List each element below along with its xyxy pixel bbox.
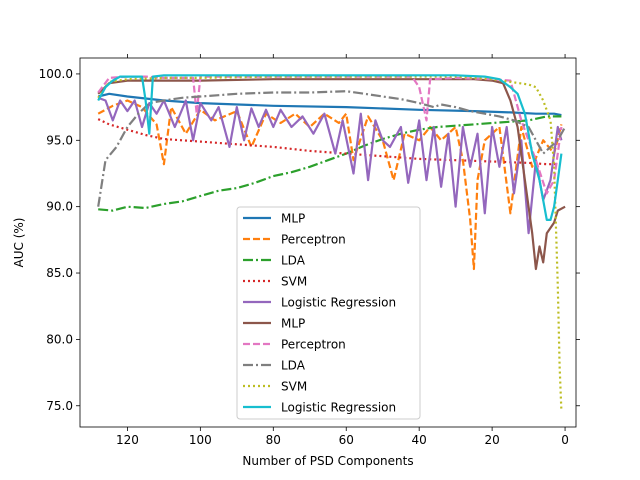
x-tick-label: 60 <box>339 433 354 447</box>
legend-label: LDA <box>281 359 306 373</box>
legend: MLP Perceptron LDA SVM Logistic Regression ML… <box>236 206 421 420</box>
plot-area <box>97 74 567 412</box>
y-axis-label: AUC (%) <box>12 218 26 268</box>
legend-label: SVM <box>281 275 307 289</box>
legend-frame <box>236 206 421 420</box>
legend-label: Logistic Regression <box>281 401 396 415</box>
ticks-layer: 120 100 80 60 40 20 0 75.0 80.0 85.0 90.0 95.0 100.0 <box>39 54 580 447</box>
series-line-7 <box>97 75 563 195</box>
series-line-9 <box>97 75 563 412</box>
y-tick-label: 100.0 <box>39 67 73 81</box>
series-line-5 <box>97 96 563 235</box>
y-tick-label: 95.0 <box>46 133 73 147</box>
x-tick-label: 80 <box>266 433 281 447</box>
y-tick-label: 90.0 <box>46 200 73 214</box>
axes-frame <box>79 57 577 428</box>
x-tick-label: 40 <box>412 433 427 447</box>
x-axis-label: Number of PSD Components <box>242 454 413 468</box>
legend-label: MLP <box>281 317 305 331</box>
series-line-4 <box>97 118 558 166</box>
legend-label: MLP <box>281 212 305 226</box>
series-layer <box>97 74 567 412</box>
x-tick-label: 100 <box>189 433 212 447</box>
series-line-10 <box>97 74 563 221</box>
series-line-3 <box>98 115 562 212</box>
legend-label: SVM <box>281 380 307 394</box>
legend-items: MLP Perceptron LDA SVM Logistic Regression ML… <box>243 212 396 415</box>
x-tick-label: 20 <box>484 433 499 447</box>
legend-label: Perceptron <box>281 233 346 247</box>
y-tick-label: 85.0 <box>46 266 73 280</box>
x-tick-label: 120 <box>116 433 139 447</box>
series-line-6 <box>97 78 566 271</box>
y-tick-label: 80.0 <box>46 332 73 346</box>
series-line-1 <box>97 92 562 117</box>
series-line-8 <box>97 90 567 207</box>
legend-label: LDA <box>281 254 306 268</box>
legend-label: Logistic Regression <box>281 296 396 310</box>
y-tick-label: 75.0 <box>46 399 73 413</box>
x-tick-label: 0 <box>561 433 569 447</box>
legend-label: Perceptron <box>281 338 346 352</box>
